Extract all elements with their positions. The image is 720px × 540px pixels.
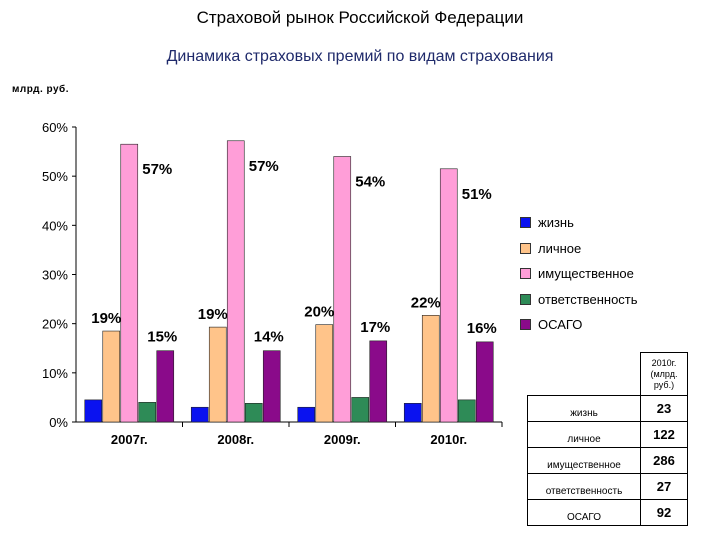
table-row: ОСАГО 92 <box>527 499 688 526</box>
y-tick-label: 20% <box>42 317 68 332</box>
bar <box>403 403 422 423</box>
y-tick-label: 50% <box>42 169 68 184</box>
y-tick-label: 30% <box>42 268 68 283</box>
bar <box>262 350 281 423</box>
table-row-label: жизнь <box>527 395 641 422</box>
data-label: 22% <box>411 294 441 311</box>
table-row: имущественное 286 <box>527 447 688 474</box>
legend-swatch <box>520 293 531 305</box>
legend-swatch <box>520 319 531 331</box>
data-label: 54% <box>355 174 385 191</box>
bar <box>439 168 458 423</box>
table-row: жизнь 23 <box>527 395 688 422</box>
bar <box>138 402 157 423</box>
data-label: 20% <box>304 304 334 321</box>
data-label: 51% <box>462 186 492 203</box>
data-label: 19% <box>198 306 228 323</box>
x-tick-label: 2009г. <box>324 432 361 447</box>
bar <box>421 315 440 423</box>
data-label: 57% <box>142 161 172 178</box>
legend-swatch <box>520 217 531 229</box>
x-tick-label: 2010г. <box>430 432 467 447</box>
page-title: Страховой рынок Российской Федерации <box>196 8 524 27</box>
unit-label: млрд. руб. <box>12 84 70 95</box>
bar <box>297 406 316 423</box>
bar <box>475 341 494 423</box>
legend-label: ОСАГО <box>538 317 583 333</box>
y-tick-label: 40% <box>42 218 68 233</box>
table-header-empty <box>527 352 641 396</box>
y-tick-label: 10% <box>42 366 68 381</box>
data-label: 19% <box>91 310 121 327</box>
x-tick-label: 2008г. <box>217 432 254 447</box>
table-row: личное 122 <box>527 421 688 448</box>
y-tick-label: 60% <box>42 120 68 135</box>
legend-label: ответственность <box>538 291 638 307</box>
legend-item: жизнь <box>520 210 638 236</box>
table-row-value: 27 <box>640 473 688 500</box>
table-row-value: 23 <box>640 395 688 422</box>
bar <box>156 350 175 423</box>
bar <box>315 324 334 423</box>
bar <box>102 330 121 423</box>
chart-legend: жизнь личное имущественное ответственность О… <box>520 210 638 338</box>
x-tick-label: 2007г. <box>111 432 148 447</box>
table-row-value: 92 <box>640 499 688 526</box>
bar <box>120 143 139 423</box>
legend-item: имущественное <box>520 261 638 287</box>
data-label: 15% <box>147 329 177 346</box>
legend-label: имущественное <box>538 266 634 282</box>
legend-item: ОСАГО <box>520 312 638 338</box>
table-row: ответственность 27 <box>527 473 688 500</box>
table-row-value: 122 <box>640 421 688 448</box>
table-header-cell: 2010г. (млрд. руб.) <box>640 352 688 396</box>
bar <box>84 399 103 423</box>
data-label: 57% <box>249 158 279 175</box>
legend-label: личное <box>538 240 582 256</box>
table-row-value: 286 <box>640 447 688 474</box>
legend-swatch <box>520 242 531 254</box>
bar <box>351 397 370 423</box>
legend-item: ответственность <box>520 287 638 313</box>
data-label: 17% <box>360 319 390 336</box>
chart-subtitle: Динамика страховых премий по видам страх… <box>166 48 554 65</box>
bar <box>226 140 245 423</box>
values-table: 2010г. (млрд. руб.) жизнь 23 личное 122 … <box>527 352 688 526</box>
bar <box>369 340 388 423</box>
legend-swatch <box>520 268 531 280</box>
bar <box>190 406 209 423</box>
bar <box>333 156 352 423</box>
table-row-label: имущественное <box>527 447 641 474</box>
table-row-label: ОСАГО <box>527 499 641 526</box>
bar <box>457 399 476 423</box>
table-row-label: ответственность <box>527 473 641 500</box>
table-row-label: личное <box>527 421 641 448</box>
table-header-row: 2010г. (млрд. руб.) <box>527 352 688 396</box>
data-label: 14% <box>254 329 284 346</box>
legend-item: личное <box>520 236 638 262</box>
legend-label: жизнь <box>538 215 574 231</box>
y-tick-label: 0% <box>49 415 68 430</box>
bar <box>208 326 227 423</box>
bar <box>244 403 263 423</box>
data-label: 16% <box>467 320 497 337</box>
